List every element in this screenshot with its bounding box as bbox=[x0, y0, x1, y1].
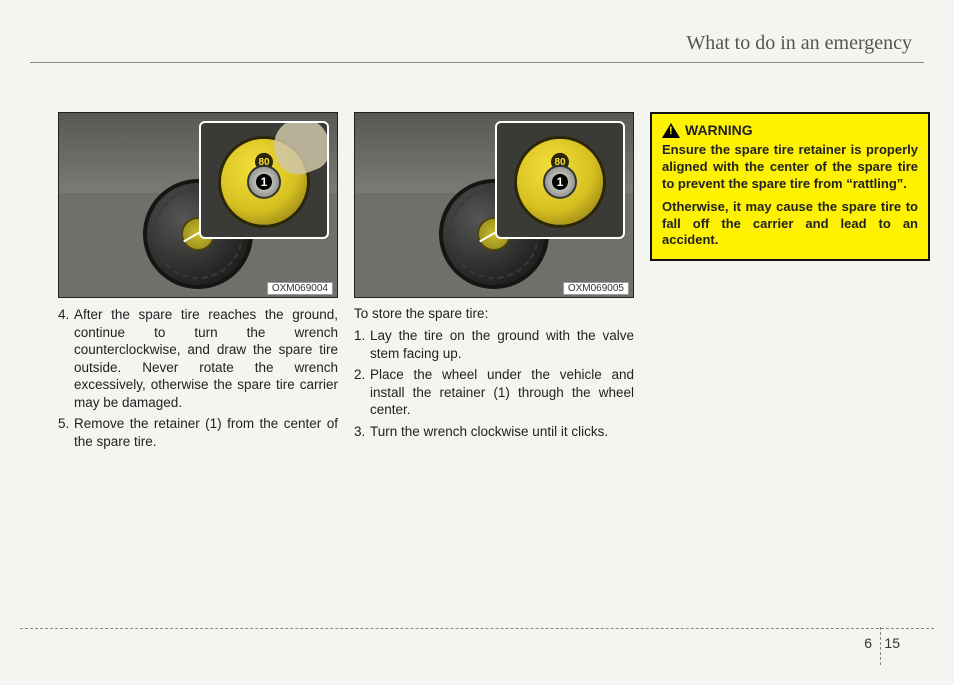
inset-detail-left: 80 1 bbox=[199, 121, 329, 239]
step-text: Lay the tire on the ground with the valv… bbox=[370, 327, 634, 362]
step-item: 2. Place the wheel under the vehicle and… bbox=[354, 366, 634, 419]
step-item: 3. Turn the wrench clockwise until it cl… bbox=[354, 423, 634, 441]
step-number: 3. bbox=[354, 423, 370, 441]
col2-text: 1. Lay the tire on the ground with the v… bbox=[354, 327, 634, 444]
step-text: Place the wheel under the vehicle and in… bbox=[370, 366, 634, 419]
step-text: Remove the retainer (1) from the center … bbox=[74, 415, 338, 450]
column-center: 80 1 OXM069005 To store the spare tire: … bbox=[354, 112, 634, 454]
figure-right: 80 1 OXM069005 bbox=[354, 112, 634, 298]
figure-left: 80 1 OXM069004 bbox=[58, 112, 338, 298]
col2-intro: To store the spare tire: bbox=[354, 306, 634, 321]
warning-icon bbox=[662, 123, 680, 138]
figure-label-right: OXM069005 bbox=[563, 282, 629, 295]
figure-label-left: OXM069004 bbox=[267, 282, 333, 295]
inset-ring: 80 1 bbox=[514, 136, 606, 228]
step-item: 4. After the spare tire reaches the grou… bbox=[58, 306, 338, 411]
inset-callout-number: 1 bbox=[552, 174, 568, 190]
column-left: 80 1 OXM069004 4. After the spare tire r… bbox=[58, 112, 338, 454]
content-columns: 80 1 OXM069004 4. After the spare tire r… bbox=[58, 112, 912, 454]
column-right: WARNING Ensure the spare tire retainer i… bbox=[650, 112, 930, 454]
step-number: 5. bbox=[58, 415, 74, 450]
step-number: 4. bbox=[58, 306, 74, 411]
warning-title: WARNING bbox=[662, 122, 918, 138]
step-item: 1. Lay the tire on the ground with the v… bbox=[354, 327, 634, 362]
warning-paragraph: Otherwise, it may cause the spare tire t… bbox=[662, 199, 918, 250]
step-number: 2. bbox=[354, 366, 370, 419]
warning-paragraph: Ensure the spare tire retainer is proper… bbox=[662, 142, 918, 193]
step-item: 5. Remove the retainer (1) from the cent… bbox=[58, 415, 338, 450]
step-text: After the spare tire reaches the ground,… bbox=[74, 306, 338, 411]
page-number: 15 bbox=[884, 635, 900, 651]
footer-divider bbox=[880, 627, 881, 665]
header-rule bbox=[30, 62, 924, 63]
warning-title-text: WARNING bbox=[685, 122, 753, 138]
col1-text: 4. After the spare tire reaches the grou… bbox=[58, 306, 338, 454]
step-number: 1. bbox=[354, 327, 370, 362]
warning-body: Ensure the spare tire retainer is proper… bbox=[662, 142, 918, 249]
footer-rule bbox=[20, 628, 934, 629]
inset-callout-number: 1 bbox=[256, 174, 272, 190]
warning-box: WARNING Ensure the spare tire retainer i… bbox=[650, 112, 930, 261]
section-header: What to do in an emergency bbox=[686, 32, 912, 55]
inset-detail-right: 80 1 bbox=[495, 121, 625, 239]
chapter-number: 6 bbox=[864, 635, 872, 651]
step-text: Turn the wrench clockwise until it click… bbox=[370, 423, 634, 441]
